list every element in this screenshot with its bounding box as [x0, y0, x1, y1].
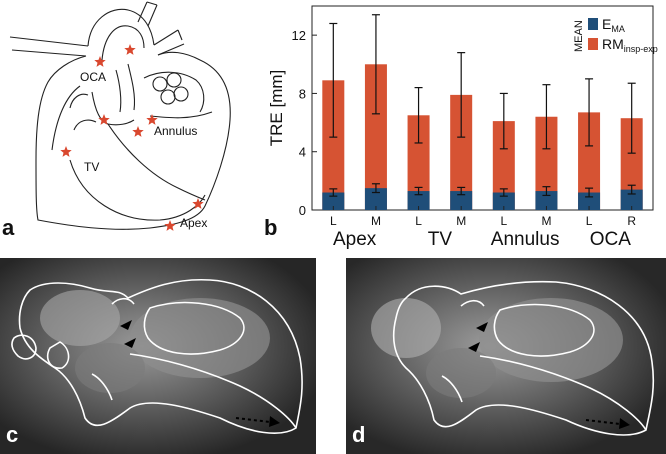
panel-letter-d: d — [352, 422, 366, 447]
y-tick-label: 0 — [299, 203, 306, 218]
star-apex-2 — [192, 198, 204, 209]
star-oca — [94, 56, 106, 67]
plot-frame — [311, 5, 654, 211]
x-sublabel: M — [456, 214, 466, 228]
label-tv: TV — [84, 160, 99, 174]
heart-schematic: OCA Annulus TV Apex — [9, 1, 231, 231]
panel-letter-a: a — [2, 215, 15, 240]
star-tv-upper — [98, 114, 110, 125]
legend-entry: RMinsp-exp — [602, 36, 658, 54]
landmark-stars — [60, 44, 204, 231]
x-sublabel: L — [586, 214, 593, 228]
y-axis-label: TRE [mm] — [267, 70, 286, 147]
x-group-label: OCA — [590, 229, 632, 250]
bar-series-0 — [407, 191, 430, 210]
star-oca-2 — [124, 44, 136, 55]
panel-letter-c: c — [6, 422, 19, 447]
legend-entry: EMA — [602, 16, 625, 34]
x-sublabel: M — [541, 214, 551, 228]
bar-series-0 — [578, 192, 601, 210]
y-tick-label: 4 — [299, 145, 306, 160]
bar-series-0 — [364, 188, 387, 210]
x-sublabel: R — [627, 214, 636, 228]
bar-series-0 — [535, 191, 558, 210]
bar-series-1 — [492, 121, 515, 210]
label-apex: Apex — [180, 216, 207, 230]
x-sublabel: L — [500, 214, 507, 228]
x-group-label: Annulus — [491, 229, 560, 250]
star-annulus-left — [132, 126, 144, 137]
star-annulus-right — [146, 114, 158, 125]
star-tv — [60, 146, 72, 157]
label-oca: OCA — [80, 70, 106, 84]
x-sublabel: L — [330, 214, 337, 228]
bar-series-1 — [407, 115, 430, 210]
bar-series-1 — [578, 112, 601, 210]
panel-a-heart-diagram: OCA Annulus TV Apex a — [0, 0, 250, 250]
bar-series-0 — [322, 192, 345, 210]
bar-series-1 — [450, 94, 473, 210]
bar-series-1 — [364, 64, 387, 211]
x-sublabel: L — [415, 214, 422, 228]
y-tick-label: 8 — [299, 86, 306, 101]
bar-series-0 — [620, 189, 643, 210]
x-sublabel: M — [371, 214, 381, 228]
star-apex — [164, 220, 176, 231]
panel-c-mri-image: c — [0, 258, 316, 454]
panel-letter-b: b — [264, 215, 278, 240]
panel-d-mri-image: d — [346, 258, 666, 454]
bar-series-1 — [620, 118, 643, 210]
label-annulus: Annulus — [154, 124, 197, 138]
bar-series-1 — [322, 80, 345, 210]
y-tick-label: 12 — [292, 28, 306, 43]
legend-title: MEAN — [573, 20, 585, 52]
bar-series-1 — [535, 116, 558, 210]
x-group-label: Apex — [333, 229, 377, 250]
legend-swatch — [588, 18, 598, 30]
x-group-label: TV — [428, 229, 453, 250]
panel-b-bar-chart: 0 4 8 12 TRE [mm] L M Apex L M TV L M Annulus L R OCA MEA… — [260, 0, 666, 252]
bar-series-0 — [492, 192, 515, 210]
bar-series-0 — [450, 191, 473, 210]
legend-swatch — [588, 38, 598, 50]
